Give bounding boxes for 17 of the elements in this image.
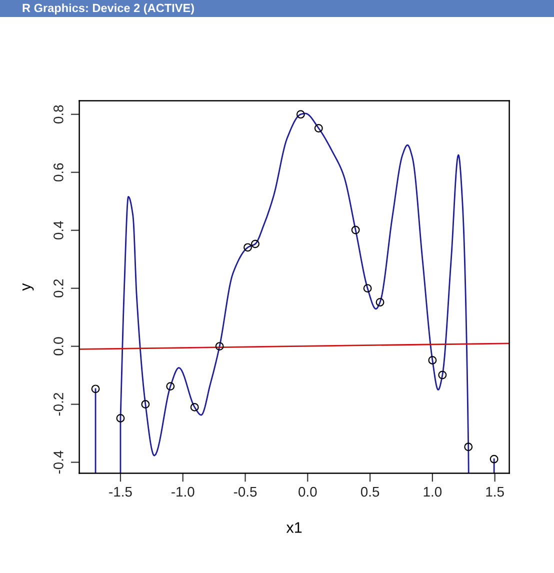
x-tick-label: -1.5 [109,487,132,497]
y-tick-label: 0.4 [54,221,64,240]
y-tick-label: 0.0 [54,337,64,356]
x-tick-label: -0.5 [234,486,257,497]
x-axis-title: x1 [286,522,302,533]
y-tick-label: -0.4 [54,450,64,474]
y-tick-label: -0.2 [54,393,64,416]
y-tick-label: 0.8 [54,105,64,124]
y-tick-label: 0.6 [54,163,64,182]
x-tick-label: 0.0 [298,486,317,497]
y-axis-title: y [22,283,34,291]
text: R Graphics: Device 2 (ACTIVE) [22,4,194,15]
x-tick-label: 1.0 [424,486,442,497]
x-tick-label: -1.0 [172,486,194,497]
y-tick-label: 0.2 [54,279,64,298]
x-tick-label: 1.5 [486,487,504,497]
x-tick-label: 0.5 [360,486,380,497]
